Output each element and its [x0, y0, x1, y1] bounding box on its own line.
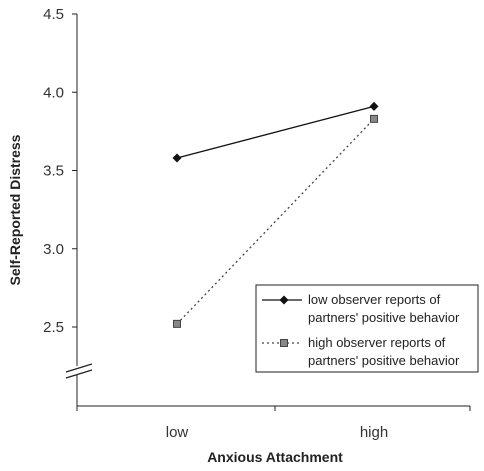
data-point	[370, 114, 378, 123]
y-tick-label: 3.0	[43, 241, 64, 258]
legend-label: partners' positive behavior	[308, 353, 460, 368]
y-axis	[65, 14, 93, 406]
y-tick-label: 4.0	[43, 84, 64, 101]
series-layer	[172, 101, 379, 328]
data-point	[172, 153, 182, 163]
legend-label: high observer reports of	[308, 335, 446, 350]
y-axis-title: Self-Reported Distress	[7, 134, 23, 285]
x-axis-title: Anxious Attachment	[207, 449, 343, 465]
legend: low observer reports of partners' positiv…	[255, 284, 479, 373]
legend-label: low observer reports of	[308, 292, 441, 307]
y-tick-label: 3.5	[43, 163, 64, 180]
x-ticks: low high	[76, 406, 471, 441]
axis-break-marks	[65, 363, 93, 379]
series-line	[176, 105, 375, 159]
x-tick-label: low	[166, 424, 189, 441]
series-high-observer	[173, 114, 378, 328]
data-point	[369, 101, 379, 111]
legend-marker	[279, 295, 289, 305]
series-low-observer	[172, 101, 379, 163]
legend-marker	[280, 339, 288, 347]
y-tick-label: 4.5	[43, 6, 64, 23]
data-point	[173, 319, 181, 328]
legend-label: partners' positive behavior	[308, 310, 460, 325]
y-tick-label: 2.5	[43, 319, 64, 336]
x-tick-label: high	[360, 424, 388, 441]
series-line	[176, 118, 375, 325]
y-ticks: 2.5 3.0 3.5 4.0 4.5	[43, 6, 77, 336]
